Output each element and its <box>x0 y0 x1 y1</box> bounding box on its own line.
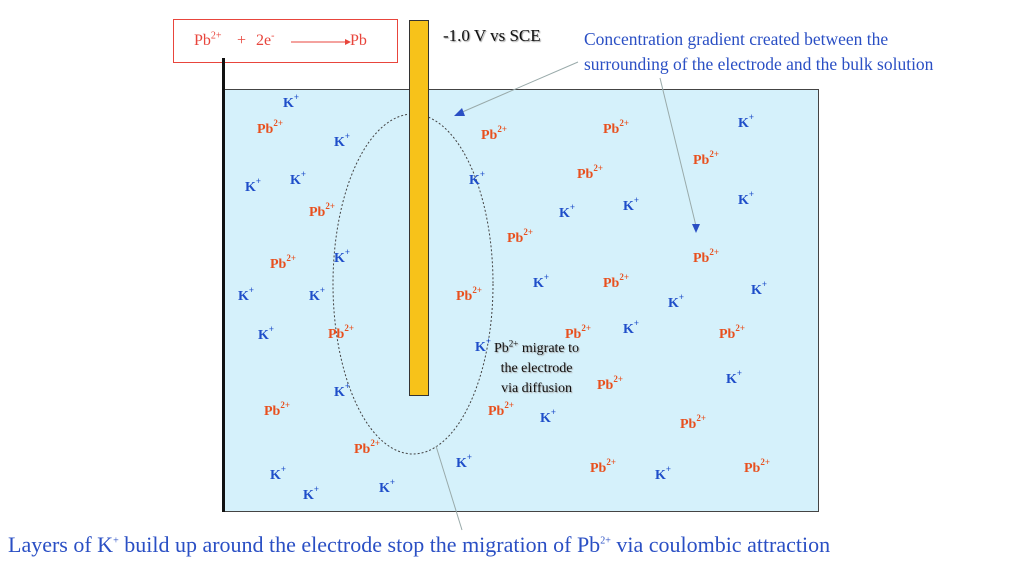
potassium-ion-label: K+ <box>738 112 755 131</box>
lead-ion-label: Pb2+ <box>507 227 533 246</box>
lead-ion-label: Pb2+ <box>354 438 380 457</box>
diffusion-line-2: the electrode <box>500 361 573 376</box>
potassium-ion-label: K+ <box>245 176 262 195</box>
diffusion-line-1: Pb2+ migrate to <box>494 338 580 356</box>
lead-ion-label: Pb2+ <box>270 253 296 272</box>
potassium-ion-label: K+ <box>334 381 351 400</box>
potassium-ion-label: K+ <box>623 195 640 214</box>
potassium-ion-label: K+ <box>751 279 768 298</box>
lead-ion-label: Pb2+ <box>597 374 623 393</box>
potassium-ion-label: K+ <box>334 131 351 150</box>
reaction-equation-box: Pb2+ + 2e- Pb <box>173 19 398 63</box>
gradient-annotation: Concentration gradient created between t… <box>584 27 933 77</box>
potassium-ion-label: K+ <box>469 169 486 188</box>
potassium-ion-label: K+ <box>540 407 557 426</box>
lead-ion-label: Pb2+ <box>590 457 616 476</box>
caption: Layers of K+ build up around the electro… <box>8 532 831 557</box>
potassium-ion-label: K+ <box>668 292 685 311</box>
potential-label: -1.0 V vs SCE <box>443 26 541 45</box>
potassium-ion-label: K+ <box>290 169 307 188</box>
diffusion-annotation: Pb2+ migrate to the electrode via diffus… <box>494 339 579 399</box>
potassium-ion-label: K+ <box>533 272 550 291</box>
potassium-ion-label: K+ <box>309 285 326 304</box>
gradient-line-2: surrounding of the electrode and the bul… <box>584 54 934 74</box>
potassium-ion-label: K+ <box>379 477 396 496</box>
lead-ion-label: Pb2+ <box>693 149 719 168</box>
electrons-term: 2e- <box>256 30 275 49</box>
lead-ion-label: Pb2+ <box>565 323 591 342</box>
potassium-ion-label: K+ <box>270 464 287 483</box>
lead-ion-label: Pb2+ <box>309 201 335 220</box>
potassium-ion-label: K+ <box>258 324 275 343</box>
diffusion-line-3: via diffusion <box>501 381 572 396</box>
potassium-ion-label: K+ <box>334 247 351 266</box>
potassium-ion-label: K+ <box>738 189 755 208</box>
potassium-ion-label: K+ <box>456 452 473 471</box>
lead-ion-label: Pb2+ <box>328 323 354 342</box>
lead-ion-label: Pb2+ <box>481 124 507 143</box>
potassium-ion-label: K+ <box>283 92 300 111</box>
potassium-ion-label: K+ <box>475 336 492 355</box>
lead-ion-label: Pb2+ <box>719 323 745 342</box>
potassium-ion-label: K+ <box>303 484 320 503</box>
working-electrode <box>409 20 429 396</box>
lead-ion-label: Pb2+ <box>603 118 629 137</box>
lead-ion-label: Pb2+ <box>264 400 290 419</box>
lead-ion-label: Pb2+ <box>603 272 629 291</box>
potassium-ion-label: K+ <box>726 368 743 387</box>
potassium-ion-label: K+ <box>559 202 576 221</box>
lead-ion-label: Pb2+ <box>680 413 706 432</box>
reactant-ion: Pb2+ <box>194 30 222 49</box>
lead-wire <box>222 58 225 512</box>
lead-ion-label: Pb2+ <box>456 285 482 304</box>
lead-ion-label: Pb2+ <box>744 457 770 476</box>
reaction-arrow-icon <box>291 39 351 45</box>
potassium-ion-label: K+ <box>655 464 672 483</box>
lead-ion-label: Pb2+ <box>488 400 514 419</box>
plus-sign: + <box>237 32 247 49</box>
lead-ion-label: Pb2+ <box>257 118 283 137</box>
lead-ion-label: Pb2+ <box>577 163 603 182</box>
product-metal: Pb <box>350 32 367 49</box>
potassium-ion-label: K+ <box>238 285 255 304</box>
potassium-ion-label: K+ <box>623 318 640 337</box>
lead-ion-label: Pb2+ <box>693 247 719 266</box>
gradient-line-1: Concentration gradient created between t… <box>584 29 889 49</box>
